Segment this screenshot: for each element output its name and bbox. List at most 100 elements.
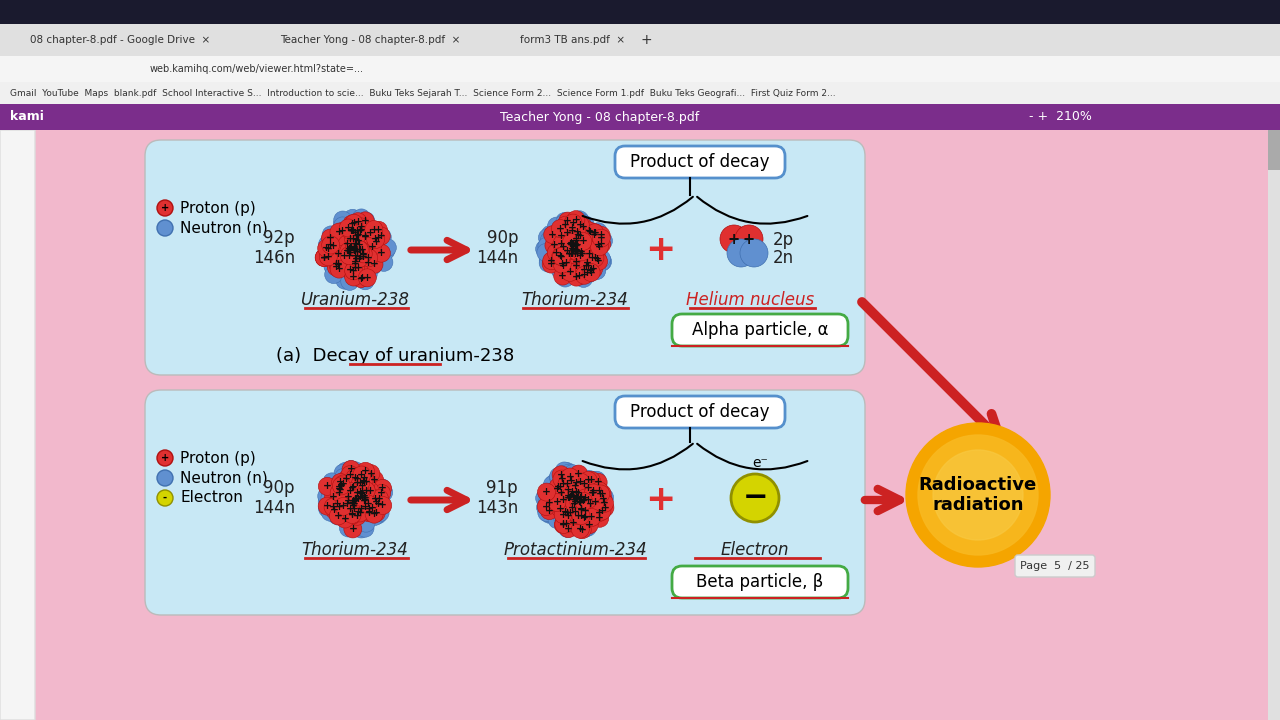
- Circle shape: [353, 246, 371, 264]
- Text: +: +: [351, 495, 360, 505]
- Circle shape: [571, 496, 589, 514]
- Text: +: +: [572, 495, 581, 504]
- Circle shape: [334, 475, 352, 493]
- Circle shape: [338, 235, 356, 253]
- Circle shape: [582, 261, 600, 279]
- Circle shape: [343, 493, 361, 511]
- Text: +: +: [596, 489, 605, 499]
- Circle shape: [339, 243, 357, 261]
- Circle shape: [586, 249, 604, 267]
- Text: +: +: [572, 228, 581, 238]
- Text: +: +: [360, 251, 369, 261]
- Circle shape: [575, 241, 593, 259]
- Circle shape: [570, 240, 588, 258]
- Circle shape: [353, 241, 371, 259]
- Circle shape: [340, 272, 358, 290]
- Text: +: +: [570, 495, 579, 505]
- Text: +: +: [566, 239, 575, 249]
- Text: +: +: [577, 525, 586, 535]
- Text: +: +: [352, 225, 361, 235]
- Circle shape: [347, 499, 365, 517]
- Circle shape: [344, 241, 364, 259]
- Circle shape: [356, 491, 374, 509]
- Circle shape: [346, 240, 364, 258]
- Text: +: +: [353, 474, 362, 484]
- Text: Alpha particle, α: Alpha particle, α: [691, 321, 828, 339]
- Circle shape: [349, 475, 367, 493]
- Circle shape: [567, 232, 585, 250]
- Circle shape: [328, 258, 346, 276]
- Text: +: +: [567, 490, 576, 500]
- Text: +: +: [585, 520, 594, 530]
- Circle shape: [329, 235, 347, 253]
- Circle shape: [353, 252, 371, 270]
- Text: +: +: [594, 240, 603, 250]
- Circle shape: [559, 252, 577, 270]
- Circle shape: [543, 480, 561, 498]
- Circle shape: [330, 238, 348, 256]
- Circle shape: [369, 222, 387, 240]
- Circle shape: [353, 485, 371, 503]
- Circle shape: [552, 500, 570, 518]
- Circle shape: [559, 488, 577, 506]
- Circle shape: [360, 235, 378, 253]
- Text: +: +: [586, 499, 595, 509]
- Text: +: +: [352, 263, 360, 273]
- Circle shape: [549, 467, 567, 485]
- Circle shape: [371, 504, 389, 522]
- Circle shape: [593, 235, 611, 253]
- Circle shape: [572, 490, 590, 508]
- Circle shape: [365, 505, 383, 523]
- Circle shape: [344, 233, 362, 251]
- Circle shape: [356, 240, 374, 258]
- Circle shape: [349, 226, 367, 244]
- Text: - +  210%: - + 210%: [1029, 110, 1092, 124]
- Circle shape: [324, 498, 342, 516]
- Circle shape: [563, 243, 581, 261]
- FancyBboxPatch shape: [0, 82, 1280, 104]
- Circle shape: [320, 247, 338, 265]
- Circle shape: [342, 239, 360, 257]
- Circle shape: [351, 240, 369, 258]
- Circle shape: [553, 470, 571, 488]
- Circle shape: [344, 261, 362, 279]
- Text: +: +: [356, 492, 365, 502]
- Circle shape: [572, 507, 590, 525]
- Text: +: +: [572, 246, 580, 256]
- Text: +: +: [595, 508, 603, 518]
- Circle shape: [558, 251, 576, 269]
- Circle shape: [344, 478, 362, 496]
- Circle shape: [357, 498, 375, 516]
- FancyBboxPatch shape: [614, 396, 785, 428]
- Circle shape: [589, 507, 607, 525]
- Text: +: +: [324, 244, 333, 254]
- Circle shape: [581, 222, 599, 240]
- Circle shape: [349, 256, 367, 274]
- Circle shape: [576, 481, 594, 499]
- Circle shape: [358, 480, 376, 498]
- Text: +: +: [349, 272, 358, 282]
- Circle shape: [343, 505, 361, 523]
- Circle shape: [347, 491, 365, 509]
- Circle shape: [346, 243, 364, 261]
- Circle shape: [352, 218, 370, 236]
- Circle shape: [933, 450, 1023, 540]
- Circle shape: [566, 491, 584, 509]
- Text: +: +: [365, 253, 374, 263]
- Circle shape: [580, 265, 598, 283]
- Circle shape: [339, 243, 357, 261]
- Text: +: +: [355, 253, 364, 264]
- Circle shape: [561, 495, 579, 513]
- Circle shape: [545, 492, 563, 510]
- Circle shape: [366, 486, 384, 504]
- Text: +: +: [378, 248, 385, 258]
- Circle shape: [346, 242, 364, 260]
- Circle shape: [572, 500, 590, 518]
- Circle shape: [339, 243, 357, 261]
- Circle shape: [572, 488, 590, 506]
- Text: +: +: [541, 502, 550, 511]
- Circle shape: [349, 244, 367, 262]
- Circle shape: [572, 485, 590, 503]
- Text: +: +: [344, 251, 353, 261]
- Circle shape: [571, 227, 589, 245]
